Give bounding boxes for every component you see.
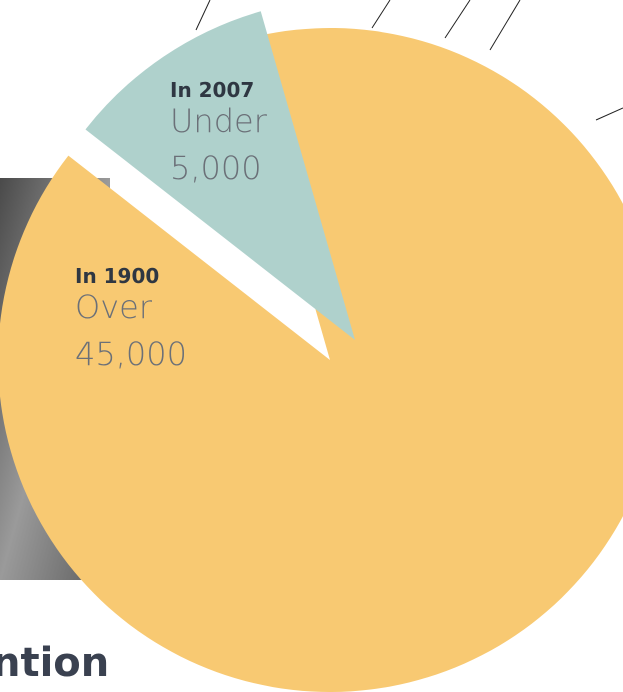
slice-category: In 2007 [170,78,254,102]
slice-qualifier: Under [170,102,268,140]
pie-slice [0,28,623,692]
slice-value-label: 45,000 [75,335,187,373]
pie-slice [85,11,356,340]
slice-value-label: 5,000 [170,149,262,187]
heading: ntion [0,640,109,686]
slice-category: In 1900 [75,264,159,288]
slice-qualifier: Over [75,288,153,326]
decorative-lines [195,0,623,121]
